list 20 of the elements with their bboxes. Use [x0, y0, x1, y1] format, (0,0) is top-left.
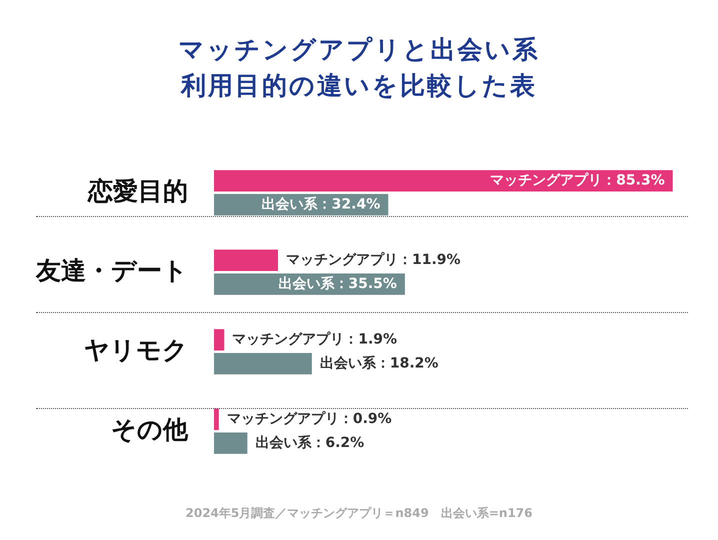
data-label: マッチングアプリ：11.9% — [286, 250, 461, 268]
data-label: マッチングアプリ：85.3% — [490, 171, 665, 188]
data-label: マッチングアプリ：0.9% — [226, 410, 392, 427]
bar — [214, 408, 219, 430]
y-tick-label: その他 — [111, 414, 189, 444]
bar — [214, 250, 278, 272]
y-tick-label: 友達・デート — [35, 256, 188, 285]
y-tick-label: 恋愛目的 — [87, 176, 188, 206]
text: 2024年5月調査／マッチングアプリ＝n849 出会い系=n176 — [184, 505, 534, 522]
data-label: 出会い系：32.4% — [262, 196, 380, 212]
bar — [214, 352, 312, 374]
data-label: 出会い系：6.2% — [255, 434, 364, 451]
y-tick-label: ヤリモク — [84, 335, 188, 364]
chart-title: マッチングアプリと出会い系利用目的の違いを比較した表 — [178, 34, 540, 102]
bar — [214, 170, 673, 192]
data-label: 出会い系：35.5% — [278, 276, 397, 292]
data-label: 出会い系：18.2% — [320, 355, 438, 372]
data-label: マッチングアプリ：1.9% — [232, 330, 398, 348]
bar — [214, 329, 224, 351]
bar — [214, 432, 248, 454]
